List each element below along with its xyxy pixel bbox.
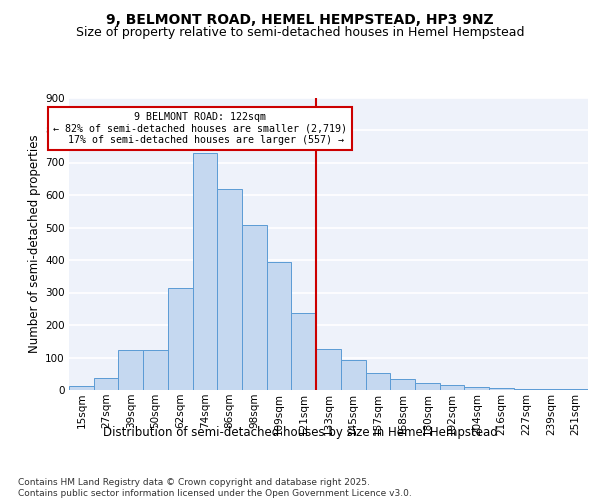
Bar [341,360,365,390]
Bar [143,350,168,390]
Bar [440,386,464,390]
Bar [365,373,390,390]
Bar [390,378,415,390]
Y-axis label: Number of semi-detached properties: Number of semi-detached properties [28,134,41,353]
Text: 9, BELMONT ROAD, HEMEL HEMPSTEAD, HP3 9NZ: 9, BELMONT ROAD, HEMEL HEMPSTEAD, HP3 9N… [106,12,494,26]
Text: Contains HM Land Registry data © Crown copyright and database right 2025.
Contai: Contains HM Land Registry data © Crown c… [18,478,412,498]
Bar [193,153,217,390]
Bar [489,388,514,390]
Bar [292,312,316,390]
Bar [267,262,292,390]
Text: Size of property relative to semi-detached houses in Hemel Hempstead: Size of property relative to semi-detach… [76,26,524,39]
Bar [69,386,94,390]
Bar [94,378,118,390]
Bar [415,383,440,390]
Bar [514,389,539,390]
Bar [242,225,267,390]
Bar [168,288,193,390]
Text: 9 BELMONT ROAD: 122sqm
← 82% of semi-detached houses are smaller (2,719)
  17% o: 9 BELMONT ROAD: 122sqm ← 82% of semi-det… [53,112,347,146]
Bar [464,387,489,390]
Bar [217,189,242,390]
Bar [118,350,143,390]
Text: Distribution of semi-detached houses by size in Hemel Hempstead: Distribution of semi-detached houses by … [103,426,497,439]
Bar [316,350,341,390]
